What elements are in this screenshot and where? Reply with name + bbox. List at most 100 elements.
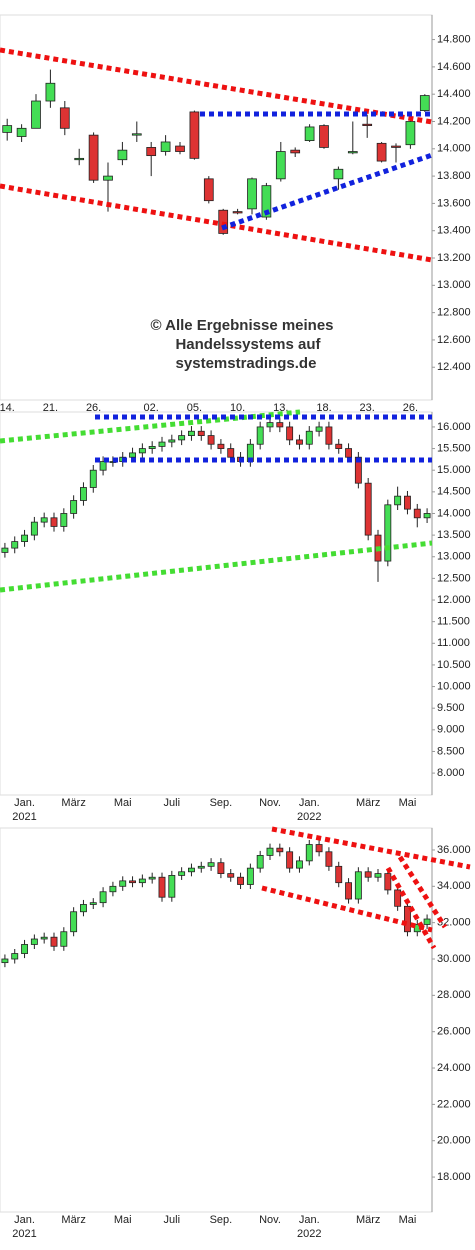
y-tick-label: 14.000 [437,507,471,519]
candle-body [246,867,254,885]
candle-body [160,141,171,152]
y-tick-label: 12.800 [437,307,471,319]
candle-body [11,953,19,960]
candle-body [131,133,142,136]
watermark: © Alle Ergebnisse meines [150,317,333,334]
y-tick-label: 11.500 [437,616,470,628]
candle-body [59,107,70,129]
y-tick-label: 15.000 [437,464,471,476]
x-tick-label: 21. [43,402,58,414]
candle-body [168,875,176,898]
trend-line [221,152,433,231]
y-tick-label: 26.000 [437,1026,471,1038]
y-tick-label: 13.000 [437,551,471,563]
candle-body [275,151,286,180]
trend-lines [0,409,433,593]
candle-body [31,100,41,129]
y-tick-label: 8.500 [437,745,465,757]
candle-body [60,931,68,947]
candle-body [394,889,402,907]
x-tick-label: 23. [360,402,375,414]
candle-body [99,461,107,471]
candle-body [60,513,68,527]
trend-line [397,855,448,929]
x-tick-label: März [356,1214,380,1226]
candle-body [256,855,264,869]
candle-body [232,211,243,214]
candle-body [138,448,146,454]
candle-body [347,151,358,154]
y-tick-label: 24.000 [437,1062,471,1074]
x-tick-label: März [61,1214,85,1226]
x-tick-label: Mai [399,797,417,809]
candle-body [129,452,136,458]
candle-body [315,844,323,853]
x-tick-label: Jan. [14,1214,35,1226]
candle-body [11,541,19,549]
candle-body [391,145,401,148]
y-tick-label: 13.200 [437,252,471,264]
x-tick-label: Juli [164,1214,181,1226]
candle-body [188,867,195,873]
candle-body [362,123,373,126]
candle-body [217,862,225,874]
candle-body [404,495,411,510]
candle-body [319,125,329,148]
candle-body [364,871,372,878]
y-tick-label: 14.500 [437,486,471,498]
candle-body [88,134,99,181]
trend-line [0,183,433,263]
x-tick-label: Mai [399,1214,417,1226]
trend-lines [0,47,433,263]
panel: 14.800 14.600 14.400 14.200 14.000 13.800 13.6… [0,14,471,414]
candle-body [394,495,402,506]
y-tick-label: 14.800 [437,33,471,45]
watermark: Handelssystems auf [175,336,321,353]
candle-body [286,426,294,441]
candle-body [354,456,362,484]
candle-body [21,534,28,542]
y-tick-label: 9.500 [437,702,465,714]
candle-body [207,435,215,445]
y-tick-label: 11.000 [437,637,470,649]
candle-body [256,426,264,445]
candle-body [178,871,186,876]
candle-body [197,430,205,436]
y-tick-label: 13.600 [437,197,471,209]
x-tick-label: März [356,797,380,809]
candle-body [276,422,284,428]
candle-body [109,885,117,893]
candle-body [50,517,58,527]
candle-body [364,482,372,536]
candle-body [325,426,333,445]
candle-body [227,873,235,878]
candle-body [70,500,78,514]
y-tick-label: 28.000 [437,989,471,1001]
candle-body [103,175,113,181]
x-tick-label: Jan. [299,797,320,809]
y-tick-label: 14.000 [437,143,471,155]
candle-body [2,125,13,133]
y-tick-label: 12.600 [437,334,471,346]
candle-body [138,878,146,884]
candle-body [188,430,195,436]
candle-body [146,147,157,157]
x-tick-label: Mai [114,797,132,809]
trend-line [261,885,433,933]
x-tick-label: März [61,797,85,809]
candle-body [21,944,28,954]
y-tick-label: 15.500 [437,442,471,454]
y-tick-label: 30.000 [437,953,471,965]
y-tick-label: 12.400 [437,361,471,373]
candle-body [325,851,333,867]
x-tick-label: Sep. [210,1214,233,1226]
candle-body [290,149,301,154]
candle-body [333,168,344,180]
candle-body [158,441,166,447]
candle-body [189,111,200,159]
candle-body [89,469,97,488]
candle-body [99,891,107,904]
trend-line [0,47,433,125]
